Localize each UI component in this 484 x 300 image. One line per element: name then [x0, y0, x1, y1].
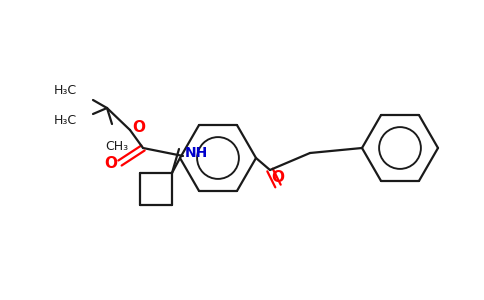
Text: O: O	[133, 121, 146, 136]
Text: O: O	[105, 157, 118, 172]
Text: H₃C: H₃C	[54, 83, 77, 97]
Text: CH₃: CH₃	[106, 140, 129, 153]
Text: O: O	[272, 170, 285, 185]
Text: H₃C: H₃C	[54, 113, 77, 127]
Text: NH: NH	[185, 146, 208, 160]
